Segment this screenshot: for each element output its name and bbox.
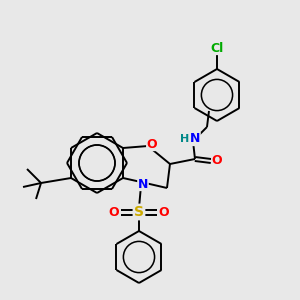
Text: O: O bbox=[212, 154, 222, 167]
Text: O: O bbox=[159, 206, 169, 218]
Text: Cl: Cl bbox=[210, 41, 224, 55]
Text: H: H bbox=[180, 134, 190, 144]
Text: N: N bbox=[138, 178, 148, 190]
Text: N: N bbox=[190, 133, 200, 146]
Text: O: O bbox=[147, 137, 157, 151]
Text: O: O bbox=[109, 206, 119, 218]
Text: S: S bbox=[134, 205, 144, 219]
